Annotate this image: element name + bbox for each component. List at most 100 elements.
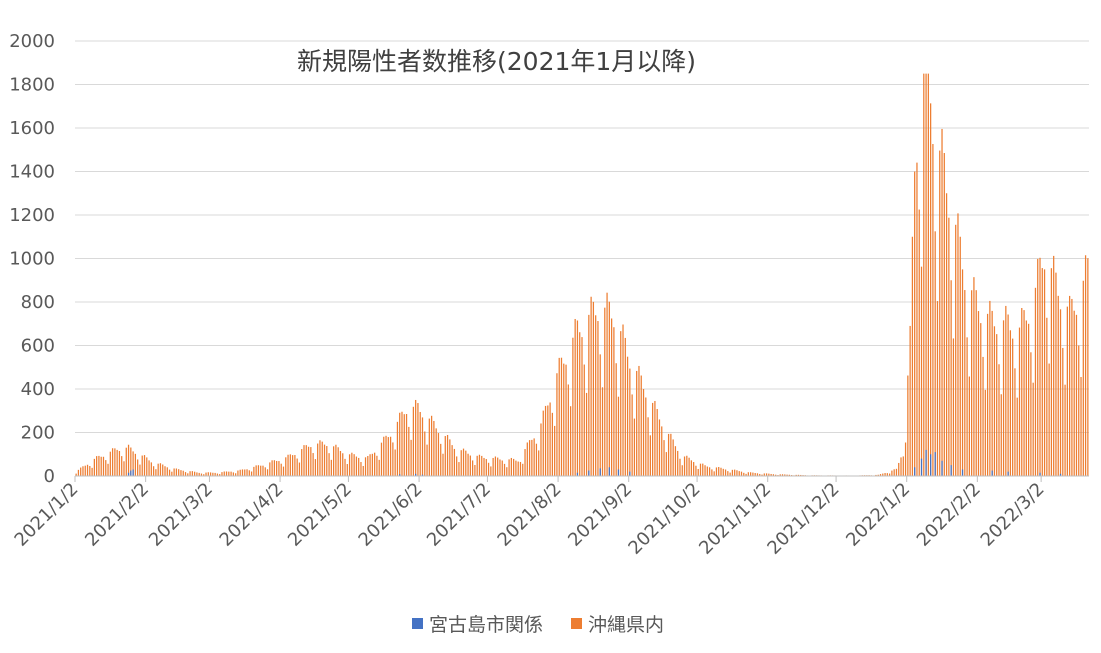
bar-okinawa <box>255 465 257 476</box>
bar-okinawa <box>727 471 729 476</box>
bar-okinawa <box>394 449 396 476</box>
bar-okinawa <box>756 473 759 476</box>
bar-okinawa <box>720 467 722 476</box>
bar-okinawa <box>408 426 410 476</box>
bar-okinawa <box>228 471 230 476</box>
bar-okinawa <box>1053 255 1055 476</box>
bar-okinawa <box>522 463 524 476</box>
bar-okinawa <box>216 473 219 476</box>
bar-okinawa <box>175 468 178 476</box>
bar-okinawa <box>535 443 538 476</box>
bar-okinawa <box>1002 320 1005 476</box>
bar-okinawa <box>490 466 492 476</box>
bar-okinawa <box>759 473 761 476</box>
bar-okinawa <box>765 473 768 476</box>
bar-okinawa <box>784 474 786 476</box>
bar-okinawa <box>269 462 271 476</box>
bar-okinawa <box>253 466 255 476</box>
bar-okinawa <box>640 375 642 476</box>
bar-okinawa <box>601 387 604 476</box>
bar-okinawa <box>914 171 916 476</box>
bar-okinawa <box>1082 280 1084 476</box>
bar-okinawa <box>424 431 426 476</box>
bar-miyako <box>629 471 631 476</box>
bar-okinawa <box>588 314 590 476</box>
bar-okinawa <box>895 468 898 476</box>
bar-okinawa <box>1048 363 1050 476</box>
bar-okinawa <box>209 472 212 476</box>
bar-okinawa <box>130 447 132 476</box>
bar-okinawa <box>280 463 282 476</box>
bar-okinawa <box>551 412 554 476</box>
bar-okinawa <box>1080 377 1082 476</box>
bar-okinawa <box>102 456 105 476</box>
bar-miyako <box>599 468 601 476</box>
bar-okinawa <box>642 389 645 476</box>
bar-okinawa <box>1023 310 1025 476</box>
bar-okinawa <box>107 463 109 476</box>
bar-okinawa <box>396 421 399 476</box>
bar-okinawa <box>360 462 362 476</box>
bar-okinawa <box>355 456 358 476</box>
bar-okinawa <box>911 236 914 476</box>
bar-okinawa <box>374 452 376 476</box>
bar-okinawa <box>152 466 155 476</box>
bar-okinawa <box>260 465 262 476</box>
bar-okinawa <box>430 415 433 476</box>
x-tick-label: 2021/9/2 <box>564 479 636 551</box>
bar-okinawa <box>235 473 237 476</box>
bar-okinawa <box>91 467 93 476</box>
bar-okinawa <box>241 469 244 476</box>
bar-okinawa <box>399 412 401 476</box>
bar-okinawa <box>155 469 157 476</box>
bar-okinawa <box>638 365 640 476</box>
x-tick-label: 2021/7/2 <box>423 479 495 551</box>
bar-okinawa <box>401 411 403 476</box>
bar-okinawa <box>342 453 344 476</box>
bar-okinawa <box>96 456 98 476</box>
bar-okinawa <box>930 103 932 476</box>
bar-okinawa <box>699 463 702 476</box>
bar-miyako <box>130 470 132 476</box>
bar-okinawa <box>613 327 615 476</box>
bar-okinawa <box>137 459 139 476</box>
bar-okinawa <box>952 338 955 476</box>
bar-okinawa <box>891 470 893 476</box>
bar-miyako <box>399 474 401 476</box>
bar-miyako <box>950 465 952 476</box>
bar-okinawa <box>738 471 740 476</box>
bar-okinawa <box>1066 306 1068 476</box>
bar-miyako <box>934 452 936 476</box>
bar-okinawa <box>121 456 123 476</box>
y-tick-label: 600 <box>21 336 55 357</box>
bar-okinawa <box>693 462 695 476</box>
bar-okinawa <box>471 460 474 476</box>
bar-okinawa <box>636 370 638 476</box>
bar-okinawa <box>955 224 957 476</box>
bar-okinawa <box>572 337 574 476</box>
bar-okinawa <box>82 466 84 476</box>
bar-okinawa <box>576 320 579 476</box>
bar-okinawa <box>968 376 970 476</box>
y-tick-label: 800 <box>21 292 55 313</box>
bar-okinawa <box>961 269 964 476</box>
bar-okinawa <box>378 459 380 476</box>
bar-okinawa <box>510 457 512 476</box>
bar-okinawa <box>148 460 150 476</box>
bar-okinawa <box>105 460 107 476</box>
bar-okinawa <box>1009 330 1012 476</box>
bar-okinawa <box>189 471 191 476</box>
bar-okinawa <box>877 474 879 476</box>
bar-okinawa <box>688 457 690 476</box>
bar-okinawa <box>775 474 777 476</box>
bar-okinawa <box>1007 314 1009 476</box>
bar-okinawa <box>168 469 171 476</box>
bar-okinawa <box>184 472 187 476</box>
bar-okinawa <box>786 474 788 476</box>
bar-okinawa <box>294 455 296 476</box>
bar-okinawa <box>574 318 576 476</box>
bar-okinawa <box>772 474 775 476</box>
bar-okinawa <box>554 425 556 476</box>
bar-okinawa <box>474 464 476 476</box>
bar-okinawa <box>695 465 697 476</box>
